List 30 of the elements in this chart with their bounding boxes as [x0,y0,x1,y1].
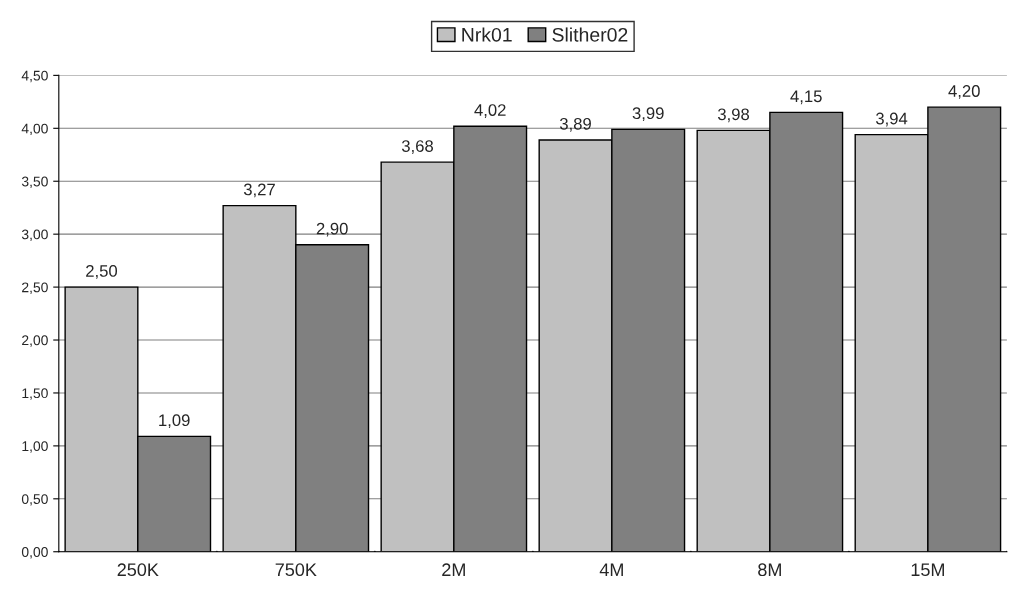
x-tick-label: 8M [758,563,781,577]
y-tick-label: 3,50 [21,176,48,189]
x-tick-label: 2M [442,563,465,576]
x-tick-label: 15M [911,563,944,577]
data-label: 3,99 [632,107,664,122]
data-label: 2,90 [316,222,348,237]
data-label: 3,89 [559,117,591,132]
data-label: 3,94 [875,112,908,127]
y-tick-label: 0,00 [21,547,48,559]
y-tick-label: 0,50 [21,494,48,506]
y-tick-label: 3,00 [21,229,48,241]
data-label: 2,50 [86,265,118,279]
y-tick-label: 1,00 [22,441,48,453]
y-tick-label: 1,50 [22,388,48,400]
legend-label: Slither02 [552,27,628,42]
y-tick-label: 4,50 [21,70,48,83]
x-tick-label: 750K [275,563,317,577]
data-label: 4,20 [948,85,980,99]
y-tick-label: 4,00 [21,123,48,136]
x-tick-label: 4M [599,563,623,576]
data-label: 4,02 [474,104,506,118]
y-tick-label: 2,50 [22,282,48,294]
data-label: 4,15 [790,90,822,105]
data-label: 3,98 [717,108,750,123]
data-label: 3,27 [243,183,275,198]
legend-label: Nrk01 [462,27,512,42]
data-label: 1,09 [159,414,190,429]
y-tick-label: 2,00 [22,335,48,347]
data-label: 3,68 [401,140,433,154]
x-tick-label: 250K [117,563,159,577]
